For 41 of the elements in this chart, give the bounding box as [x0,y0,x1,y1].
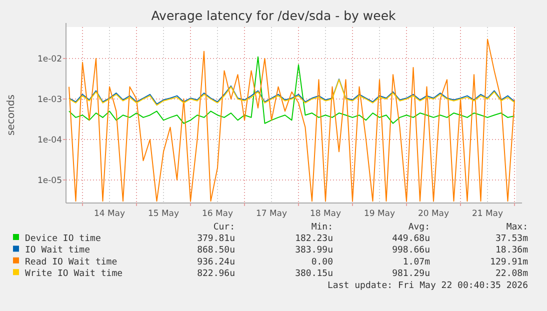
text: 182.23u [295,234,333,244]
line-series [68,56,515,124]
x-tick-label: 19 May [364,209,396,219]
text: 383.99u [295,246,333,256]
legend-label: Read IO Wait time [25,257,118,268]
text: Last update: Fri May 22 00:40:35 2026 [328,280,528,291]
legend-label: IO Wait time [25,246,90,256]
text: 380.15u [295,269,333,280]
text: 981.29u [392,269,430,280]
x-tick-label: 20 May [418,209,450,219]
chart-title: Average latency for /dev/sda - by week [151,8,397,23]
x-tick-label: 17 May [256,209,288,219]
text: Avg: [408,222,430,232]
y-tick-label: 1e-05 [37,176,62,186]
text: 868.50u [197,246,235,256]
y-tick-label: 1e-04 [37,135,62,146]
text: 998.66u [392,246,430,256]
text: 449.68u [392,234,430,244]
x-tick-label: 16 May [202,209,234,219]
text: 1.07m [402,257,430,268]
text: 0.00 [311,257,333,268]
text: 129.91m [490,257,528,268]
x-tick-label: 14 May [94,209,126,219]
y-tick-label: 1e-03 [37,94,62,105]
text: Cur: [213,222,235,232]
text: 936.24u [197,257,235,268]
line-series [68,38,515,202]
legend-label: Write IO Wait time [25,269,123,280]
text: 18.36m [495,246,528,256]
text: 822.96u [197,269,235,280]
y-tick-label: 1e-02 [37,54,62,65]
text: Min: [311,222,333,232]
x-tick-label: 15 May [148,209,180,219]
text: 379.81u [197,234,235,244]
text: Max: [506,222,528,232]
x-tick-label: 18 May [310,209,342,219]
y-axis-title: seconds [6,94,17,136]
text: 22.08m [495,269,528,280]
x-tick-label: 21 May [472,209,504,219]
legend-label: Device IO time [25,234,101,244]
text: 37.53m [495,234,528,244]
